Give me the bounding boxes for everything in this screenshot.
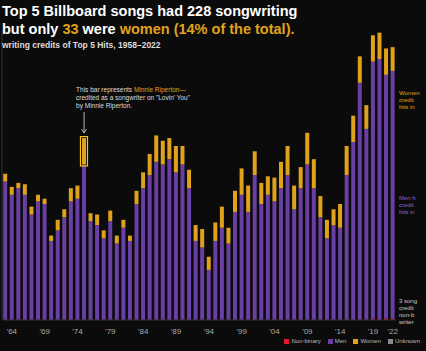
html-text:writing credits of Top 5 Hits,: writing credits of Top 5 Hits, 1958–2022: [2, 40, 161, 50]
svg-text:'99: '99: [236, 327, 247, 336]
svg-text:'09: '09: [302, 327, 313, 336]
html-text:but only 33 were women (14% of: but only 33 were women (14% of the total…: [2, 21, 295, 37]
svg-text:'79: '79: [105, 327, 116, 336]
html-text:This bar represents Minnie Rip: This bar represents Minnie Riperton—: [76, 86, 186, 94]
html-text:credited as a songwriter on "L: credited as a songwriter on "Lovin' You": [76, 94, 190, 102]
html-text:credit: credit: [399, 97, 414, 103]
html-text:Non-binary: Non-binary: [291, 338, 321, 344]
html-text:by Minnie Riperton.: by Minnie Riperton.: [76, 102, 133, 110]
html-text:Top 5 Billboard songs had 228: Top 5 Billboard songs had 228 songwritin…: [2, 3, 298, 19]
html-text:Women: Women: [399, 90, 420, 96]
svg-text:'14: '14: [335, 327, 346, 336]
html-text:writer: writer: [399, 319, 414, 325]
html-text:Unknown: Unknown: [395, 338, 420, 344]
svg-text:'84: '84: [138, 327, 149, 336]
svg-text:'94: '94: [204, 327, 215, 336]
html-text:credit: credit: [399, 305, 414, 311]
html-text:3 song: 3 song: [399, 298, 417, 304]
svg-text:'19: '19: [368, 327, 379, 336]
html-text:Women: Women: [360, 338, 381, 344]
svg-text:'64: '64: [8, 327, 18, 336]
html-text:hits in: hits in: [399, 209, 415, 215]
svg-text:'69: '69: [39, 327, 50, 336]
html-text:non-b: non-b: [399, 312, 415, 318]
html-text:credit: credit: [399, 202, 414, 208]
svg-text:'22: '22: [387, 327, 398, 336]
svg-text:'74: '74: [72, 327, 83, 336]
html-text:Men: Men: [334, 338, 347, 344]
svg-text:'89: '89: [171, 327, 182, 336]
html-text:Men h: Men h: [399, 195, 416, 201]
svg-text:'04: '04: [269, 327, 280, 336]
html-text:hits in: hits in: [399, 104, 415, 110]
